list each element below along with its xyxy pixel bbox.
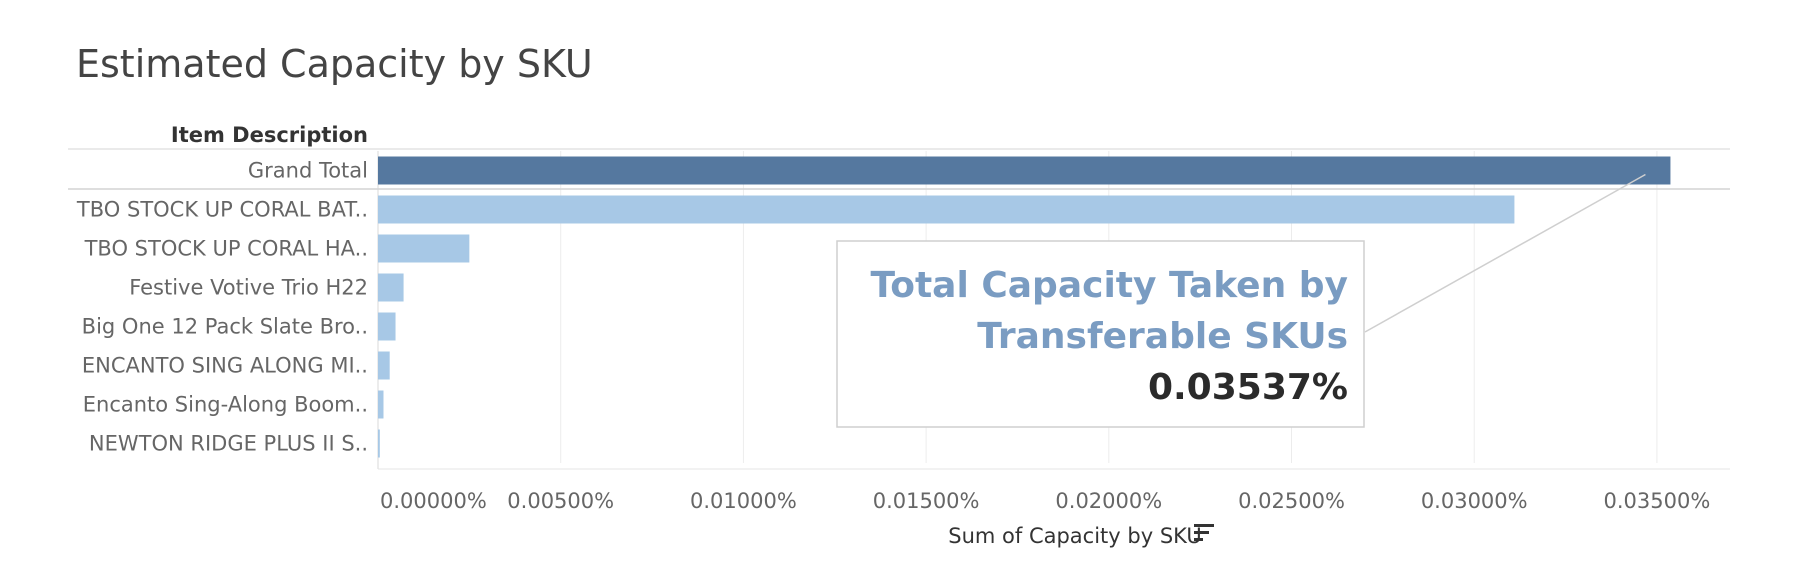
row-label[interactable]: TBO STOCK UP CORAL BAT.. (76, 198, 368, 222)
row-label[interactable]: NEWTON RIDGE PLUS II S.. (89, 432, 368, 456)
annotation-value: 0.03537% (1148, 367, 1348, 408)
x-tick-label: 0.03000% (1421, 489, 1528, 513)
bar[interactable] (378, 234, 470, 263)
row-label[interactable]: ENCANTO SING ALONG MI.. (82, 354, 368, 378)
annotation-box (836, 240, 1365, 428)
bar[interactable] (378, 312, 396, 341)
row-header: Item Description (171, 123, 368, 147)
bars (378, 156, 1671, 458)
row-label[interactable]: Festive Votive Trio H22 (129, 276, 368, 300)
row-labels: Grand Total TBO STOCK UP CORAL BAT.. TBO S… (76, 159, 368, 456)
x-tick-label: 0.00500% (507, 489, 614, 513)
chart-title: Estimated Capacity by SKU (76, 42, 593, 86)
annotation-line1: Total Capacity Taken by (870, 265, 1348, 306)
x-axis-label: Sum of Capacity by SKU (948, 524, 1201, 548)
annotation-connector (1364, 173, 1646, 333)
x-tick-label: 0.02000% (1055, 489, 1162, 513)
row-label[interactable]: Encanto Sing-Along Boom.. (83, 393, 368, 417)
row-label[interactable]: Big One 12 Pack Slate Bro.. (82, 315, 368, 339)
bar[interactable] (378, 273, 404, 302)
grand-total-bar[interactable] (378, 156, 1671, 185)
x-tick-label: 0.02500% (1238, 489, 1345, 513)
row-separators (68, 148, 1730, 190)
bar[interactable] (378, 195, 1515, 224)
row-label[interactable]: TBO STOCK UP CORAL HA.. (84, 237, 368, 261)
x-tick-label: 0.01000% (690, 489, 797, 513)
row-label[interactable]: Grand Total (248, 159, 368, 183)
annotation: Total Capacity Taken by Transferable SKU… (836, 173, 1646, 428)
x-tick-label: 0.03500% (1604, 489, 1711, 513)
bar[interactable] (378, 351, 390, 380)
annotation-line2: Transferable SKUs (977, 316, 1348, 357)
x-axis-title[interactable]: Sum of Capacity by SKU (948, 524, 1214, 548)
x-axis-ticks: 0.00000% 0.00500% 0.01000% 0.01500% 0.02000%… (380, 489, 1710, 513)
x-tick-label: 0.01500% (873, 489, 980, 513)
bar[interactable] (378, 429, 380, 458)
x-tick-label: 0.00000% (380, 489, 487, 513)
bar[interactable] (378, 390, 384, 419)
sort-icon[interactable] (1194, 524, 1214, 541)
